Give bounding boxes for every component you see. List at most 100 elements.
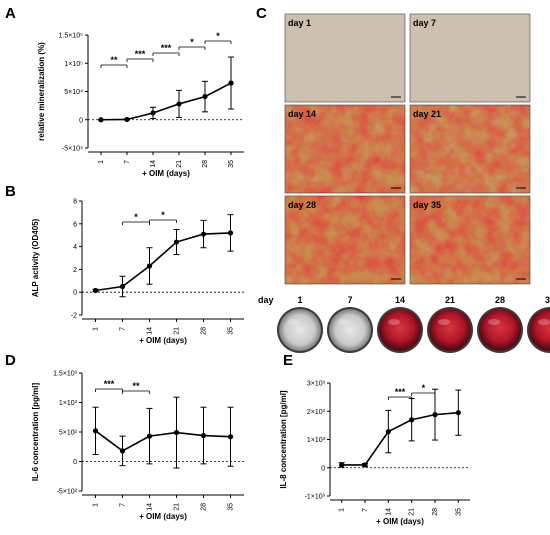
panel-label-b: B bbox=[5, 183, 16, 200]
chart-e: -1×10³ 0 1×10³ 2×10³ 3×10³ 1 7 14 21 28 35 + OIM (d… bbox=[279, 381, 470, 526]
significance-label: *** bbox=[135, 49, 146, 59]
significance-label: *** bbox=[104, 379, 115, 389]
y-axis-label: relative mineralization (%) bbox=[37, 42, 46, 141]
y-tick-label: 4 bbox=[73, 244, 77, 251]
micrograph-label: day 28 bbox=[288, 200, 316, 210]
micrograph: day 28 bbox=[284, 195, 406, 285]
micrograph-stain bbox=[285, 105, 405, 193]
well-day-label: 1 bbox=[297, 295, 302, 305]
micrograph: day 7 bbox=[409, 13, 531, 103]
x-tick-label: 1 bbox=[339, 508, 346, 512]
micrograph-label: day 7 bbox=[413, 18, 436, 28]
y-tick-label: -2 bbox=[71, 313, 77, 320]
y-tick-label: 0 bbox=[321, 465, 325, 472]
significance-label: * bbox=[134, 212, 138, 222]
micrograph-stain bbox=[410, 196, 530, 284]
x-axis-label: + OIM (days) bbox=[142, 169, 190, 178]
y-axis-label: ALP activity (OD405) bbox=[31, 218, 40, 297]
micrograph-border bbox=[284, 195, 406, 285]
y-tick-label: 5×10⁴ bbox=[64, 89, 83, 96]
data-point bbox=[362, 462, 368, 468]
y-tick-label: 5×10² bbox=[59, 430, 78, 437]
x-tick-label: 28 bbox=[201, 327, 208, 335]
y-tick-label: 6 bbox=[73, 221, 77, 228]
data-point bbox=[200, 231, 207, 237]
significance-label: * bbox=[216, 31, 220, 41]
well-highlight bbox=[488, 319, 500, 325]
data-point bbox=[339, 462, 345, 468]
micrograph: day 1 bbox=[284, 13, 406, 103]
series-line bbox=[341, 411, 459, 466]
x-axis-label: + OIM (days) bbox=[376, 517, 424, 526]
micrograph-grid: day 1 day 7 day 14 day 21 day 28 day 35 bbox=[284, 13, 531, 285]
data-point bbox=[409, 417, 415, 423]
panel-label-e: E bbox=[283, 352, 293, 369]
x-tick-label: 21 bbox=[174, 503, 181, 511]
well-highlight bbox=[438, 319, 450, 325]
panel-label-d: D bbox=[5, 352, 16, 369]
panel-e: E -1×10³ 0 1×10³ 2×10³ 3×10³ 1 7 14 21 28 35 + OIM … bbox=[279, 352, 470, 526]
data-point bbox=[173, 429, 180, 436]
data-point bbox=[385, 428, 391, 435]
series-line bbox=[95, 232, 231, 292]
x-tick-label: 7 bbox=[120, 503, 127, 507]
y-tick-label: 1×10⁵ bbox=[64, 61, 83, 68]
micrograph-label: day 1 bbox=[288, 18, 311, 28]
data-point bbox=[176, 101, 182, 107]
chart-b: -2 0 2 4 6 8 1 7 14 21 28 35 + OIM (days) ALP activit… bbox=[31, 199, 244, 345]
x-tick-label: 28 bbox=[201, 503, 208, 511]
y-axis-label: IL-6 concentration [pg/ml] bbox=[31, 383, 40, 482]
well: 21 bbox=[427, 295, 473, 353]
x-tick-label: 21 bbox=[174, 327, 181, 335]
x-tick-label: 7 bbox=[362, 508, 369, 512]
series-line bbox=[100, 82, 232, 121]
x-axis-label: + OIM (days) bbox=[139, 336, 187, 345]
significance-label: *** bbox=[161, 43, 172, 53]
micrograph-border bbox=[284, 13, 406, 103]
x-tick-label: 14 bbox=[385, 508, 392, 516]
well: 7 bbox=[327, 295, 373, 353]
data-point bbox=[228, 80, 234, 86]
well-contents bbox=[529, 309, 550, 351]
well-contents bbox=[429, 309, 471, 351]
micrograph-label: day 35 bbox=[413, 200, 441, 210]
significance-label: *** bbox=[395, 387, 406, 397]
well: 14 bbox=[377, 295, 423, 353]
x-tick-label: 21 bbox=[409, 508, 416, 516]
micrograph-texture bbox=[410, 14, 530, 102]
micrograph-border bbox=[284, 104, 406, 194]
panel-label-c: C bbox=[256, 5, 267, 22]
y-tick-label: -1×10³ bbox=[305, 494, 326, 501]
x-tick-label: 14 bbox=[150, 160, 157, 168]
micrograph: day 21 bbox=[409, 104, 531, 194]
data-point bbox=[92, 287, 99, 294]
micrograph: day 14 bbox=[284, 104, 406, 194]
significance-label: * bbox=[422, 383, 426, 393]
y-tick-label: 1.5×10³ bbox=[53, 371, 78, 378]
x-tick-label: 35 bbox=[228, 503, 235, 511]
chart-a: -5×10⁴ 0 5×10⁴ 1×10⁵ 1.5×10⁵ 1 7 14 21 28 35 + OIM … bbox=[37, 31, 244, 178]
y-tick-label: 3×10³ bbox=[307, 381, 326, 388]
well-contents bbox=[479, 309, 521, 351]
x-tick-label: 21 bbox=[176, 160, 183, 168]
data-point bbox=[173, 239, 180, 245]
x-tick-label: 28 bbox=[202, 160, 209, 168]
data-point bbox=[146, 263, 153, 269]
well-contents bbox=[279, 309, 321, 351]
significance-label: * bbox=[161, 210, 165, 220]
y-tick-label: 0 bbox=[73, 459, 77, 466]
well-day-label: 28 bbox=[495, 295, 505, 305]
y-axis-label: IL-8 concentration [pg/ml] bbox=[279, 390, 288, 489]
x-axis-label: + OIM (days) bbox=[139, 512, 187, 521]
data-point bbox=[227, 230, 234, 236]
panel-b: B -2 0 2 4 6 8 1 7 14 21 28 35 + OIM (days) ALP activ… bbox=[5, 183, 244, 345]
x-tick-label: 35 bbox=[228, 327, 235, 335]
micrograph-border bbox=[409, 13, 531, 103]
micrograph-label: day 14 bbox=[288, 109, 316, 119]
panel-a: A -5×10⁴ 0 5×10⁴ 1×10⁵ 1.5×10⁵ 1 7 14 21 28 35 + OI… bbox=[5, 5, 244, 178]
x-tick-label: 1 bbox=[93, 327, 100, 331]
series-line bbox=[95, 430, 231, 452]
well-contents bbox=[379, 309, 421, 351]
x-tick-label: 7 bbox=[120, 327, 127, 331]
significance-label: ** bbox=[132, 381, 140, 391]
